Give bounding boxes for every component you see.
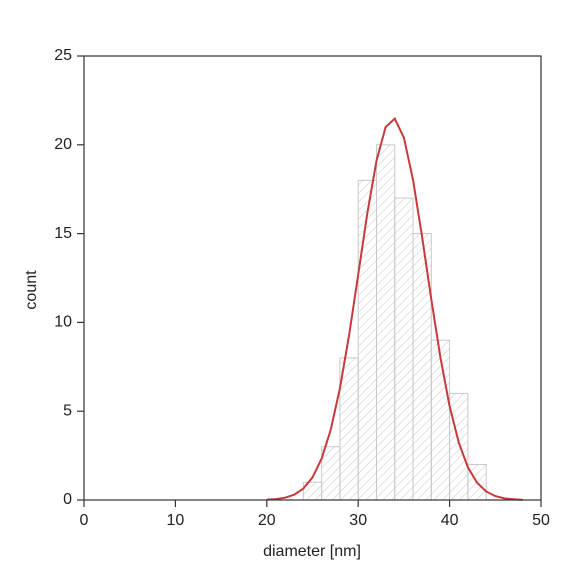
- y-tick-label: 5: [63, 402, 72, 419]
- bar: [394, 197, 414, 501]
- y-tick-label: 10: [54, 314, 72, 331]
- bar: [412, 233, 432, 501]
- x-axis-label: diameter [nm]: [263, 543, 361, 560]
- x-tick-label: 40: [441, 512, 459, 529]
- x-tick-label: 30: [349, 512, 367, 529]
- x-tick-label: 50: [532, 512, 550, 529]
- y-tick-label: 15: [54, 225, 72, 242]
- bar: [449, 392, 469, 501]
- y-axis-label: count: [23, 270, 40, 310]
- y-tick-label: 20: [54, 136, 72, 153]
- bar: [357, 179, 377, 501]
- bar: [430, 339, 451, 501]
- plot-frame: [83, 55, 542, 501]
- bar: [339, 357, 359, 501]
- fit-curve: [266, 117, 523, 501]
- x-tick-label: 10: [167, 512, 185, 529]
- x-tick-label: 20: [258, 512, 276, 529]
- y-tick-label: 25: [54, 47, 72, 64]
- bar: [321, 446, 341, 501]
- x-tick-label: 0: [80, 512, 89, 529]
- y-tick-label: 0: [63, 491, 72, 508]
- bar: [375, 144, 396, 501]
